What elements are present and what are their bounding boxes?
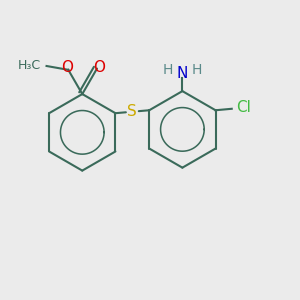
Text: H₃C: H₃C <box>18 58 41 72</box>
Text: H: H <box>163 64 173 77</box>
Text: N: N <box>177 66 188 81</box>
Text: H: H <box>192 64 202 77</box>
Text: S: S <box>128 104 137 119</box>
Text: O: O <box>93 60 105 75</box>
Text: O: O <box>61 60 73 75</box>
Text: Cl: Cl <box>236 100 251 116</box>
